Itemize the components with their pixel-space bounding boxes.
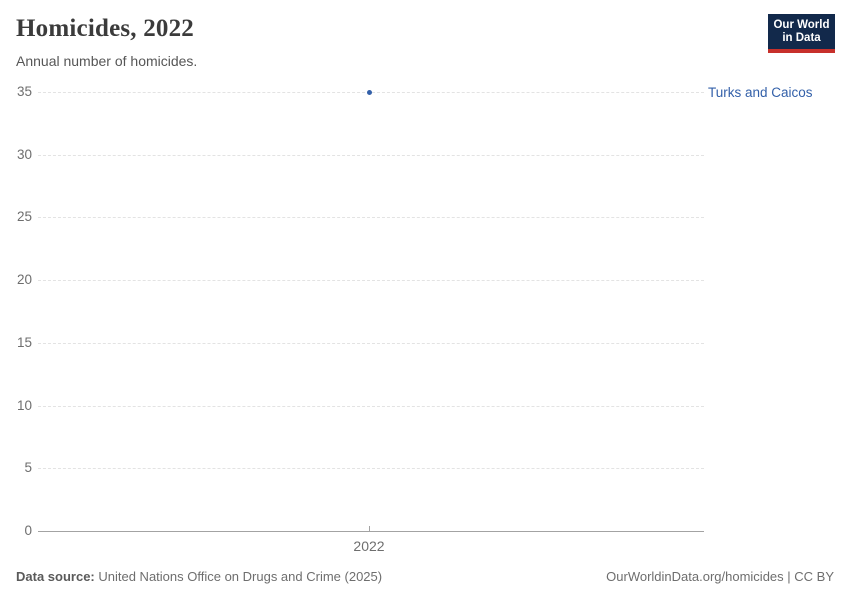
owid-logo-line1: Our World [773,19,830,31]
gridline [38,405,704,407]
entity-label[interactable]: Turks and Caicos [708,84,813,100]
x-axis-line [38,531,704,532]
gridline [38,342,704,344]
gridline [38,217,704,219]
x-tick-mark [369,526,370,531]
owid-logo[interactable]: Our World in Data [768,14,835,53]
gridline [38,280,704,282]
y-tick-label: 35 [16,84,32,99]
data-source-note: Data source: United Nations Office on Dr… [16,569,382,584]
data-source-text: United Nations Office on Drugs and Crime… [94,569,383,584]
y-tick-label: 15 [16,334,32,350]
y-tick-label: 0 [24,523,32,538]
owid-url-license[interactable]: OurWorldinData.org/homicides | CC BY [606,569,834,584]
chart-subtitle: Annual number of homicides. [16,53,198,69]
gridline [38,468,704,470]
data-point[interactable] [366,89,372,95]
y-tick-label: 5 [24,460,32,476]
gridline [38,154,704,156]
y-tick-label: 30 [16,146,32,162]
y-tick-label: 10 [16,397,32,413]
x-tick-label: 2022 [353,538,385,554]
y-tick-label: 25 [16,209,32,225]
owid-logo-line2: in Data [782,32,821,44]
data-source-label: Data source: [16,569,95,584]
y-tick-label: 20 [16,272,32,288]
chart-title: Homicides, 2022 [16,15,194,42]
